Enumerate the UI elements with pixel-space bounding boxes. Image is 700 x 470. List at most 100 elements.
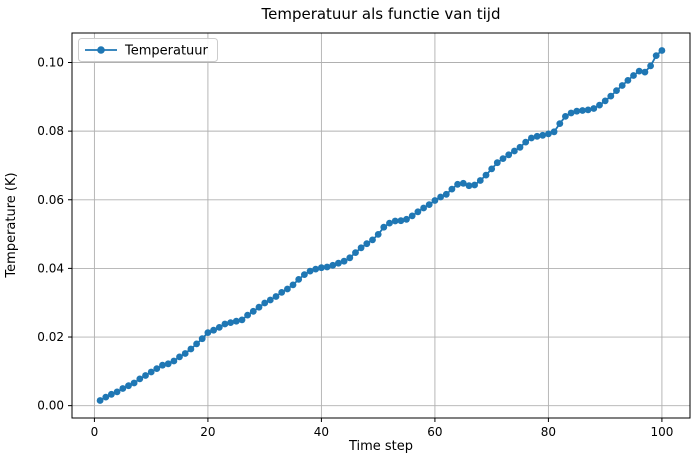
y-tick-label: 0.00 [37,399,64,413]
data-point [272,293,280,300]
data-point [425,201,433,209]
data-point [187,345,195,353]
data-point [119,385,127,392]
y-tick-label: 0.08 [37,124,64,138]
data-point [261,299,269,307]
x-tick-label: 20 [200,425,215,439]
data-point [442,190,450,198]
legend-marker-icon [97,46,105,54]
x-tick-label: 40 [314,425,329,439]
data-point [386,219,393,227]
data-point [630,72,637,79]
data-point [499,155,507,163]
data-point [301,271,308,278]
data-point [505,151,513,159]
data-point [459,179,467,187]
data-point [369,236,376,244]
data-point [607,92,615,100]
data-point [448,185,456,193]
data-point [516,143,524,151]
data-point [108,390,115,398]
x-axis-label: Time step [348,439,413,454]
data-point [255,303,263,311]
data-point [164,360,172,368]
data-point [346,254,354,262]
data-point [125,382,132,390]
data-point [437,193,444,201]
x-tick-label: 100 [650,425,673,439]
data-point [482,171,490,179]
legend-box [78,38,218,62]
data-point [102,393,110,401]
data-point [647,62,654,70]
data-point [652,52,660,59]
data-point [204,329,212,336]
data-point [215,324,223,331]
data-point [340,257,348,265]
temperatuur-series [96,47,666,404]
data-point [397,217,405,225]
data-point [193,340,201,348]
data-point [232,317,240,325]
y-tick-label: 0.04 [37,261,64,275]
data-point [550,128,558,136]
data-point [624,77,632,84]
data-point [136,375,144,383]
data-point [221,320,229,328]
data-point [596,101,603,109]
x-tick-label: 80 [541,425,556,439]
data-point [613,87,620,94]
data-point [641,68,649,76]
data-point [471,181,478,189]
chart-title: Temperatuur als functie van tijd [260,5,500,23]
y-tick-label: 0.06 [37,193,64,207]
data-point [431,197,439,204]
data-point [306,267,314,275]
axis-ticks: 0 20 40 60 80 100 0.00 0.02 0.04 0.06 0.08 0.10 [37,56,673,439]
data-point [601,97,609,105]
data-point [476,177,484,184]
data-point [335,259,342,267]
data-point [318,264,325,272]
y-tick-label: 0.02 [37,330,64,344]
data-point [590,105,598,112]
data-point [522,138,530,146]
data-point [533,132,541,140]
data-point [414,208,422,216]
data-point [176,353,183,361]
plot-frame [71,32,691,419]
x-tick-label: 0 [91,425,99,439]
data-point [278,289,286,296]
grid-lines [72,33,690,418]
data-point [244,311,252,319]
data-point [159,361,166,369]
data-point [181,350,189,357]
data-point [545,130,552,138]
data-point [635,67,643,75]
data-point [488,165,496,173]
data-point [363,240,371,248]
data-point [142,372,149,379]
data-point [658,47,666,54]
data-point [130,379,138,387]
data-point [420,204,427,212]
data-point [153,365,161,372]
data-point [539,131,547,139]
data-point [493,159,501,167]
data-point [454,180,461,188]
legend: Temperatuur [78,38,218,62]
y-tick-label: 0.10 [37,56,64,70]
data-point [511,147,518,155]
data-point [170,357,178,365]
data-point [380,223,388,231]
data-point [567,109,575,117]
data-point [584,106,592,114]
legend-label: Temperatuur [124,44,209,59]
data-point [249,307,257,315]
data-point [295,276,303,283]
data-point [284,285,291,293]
data-point [562,113,569,120]
data-point [113,388,121,396]
